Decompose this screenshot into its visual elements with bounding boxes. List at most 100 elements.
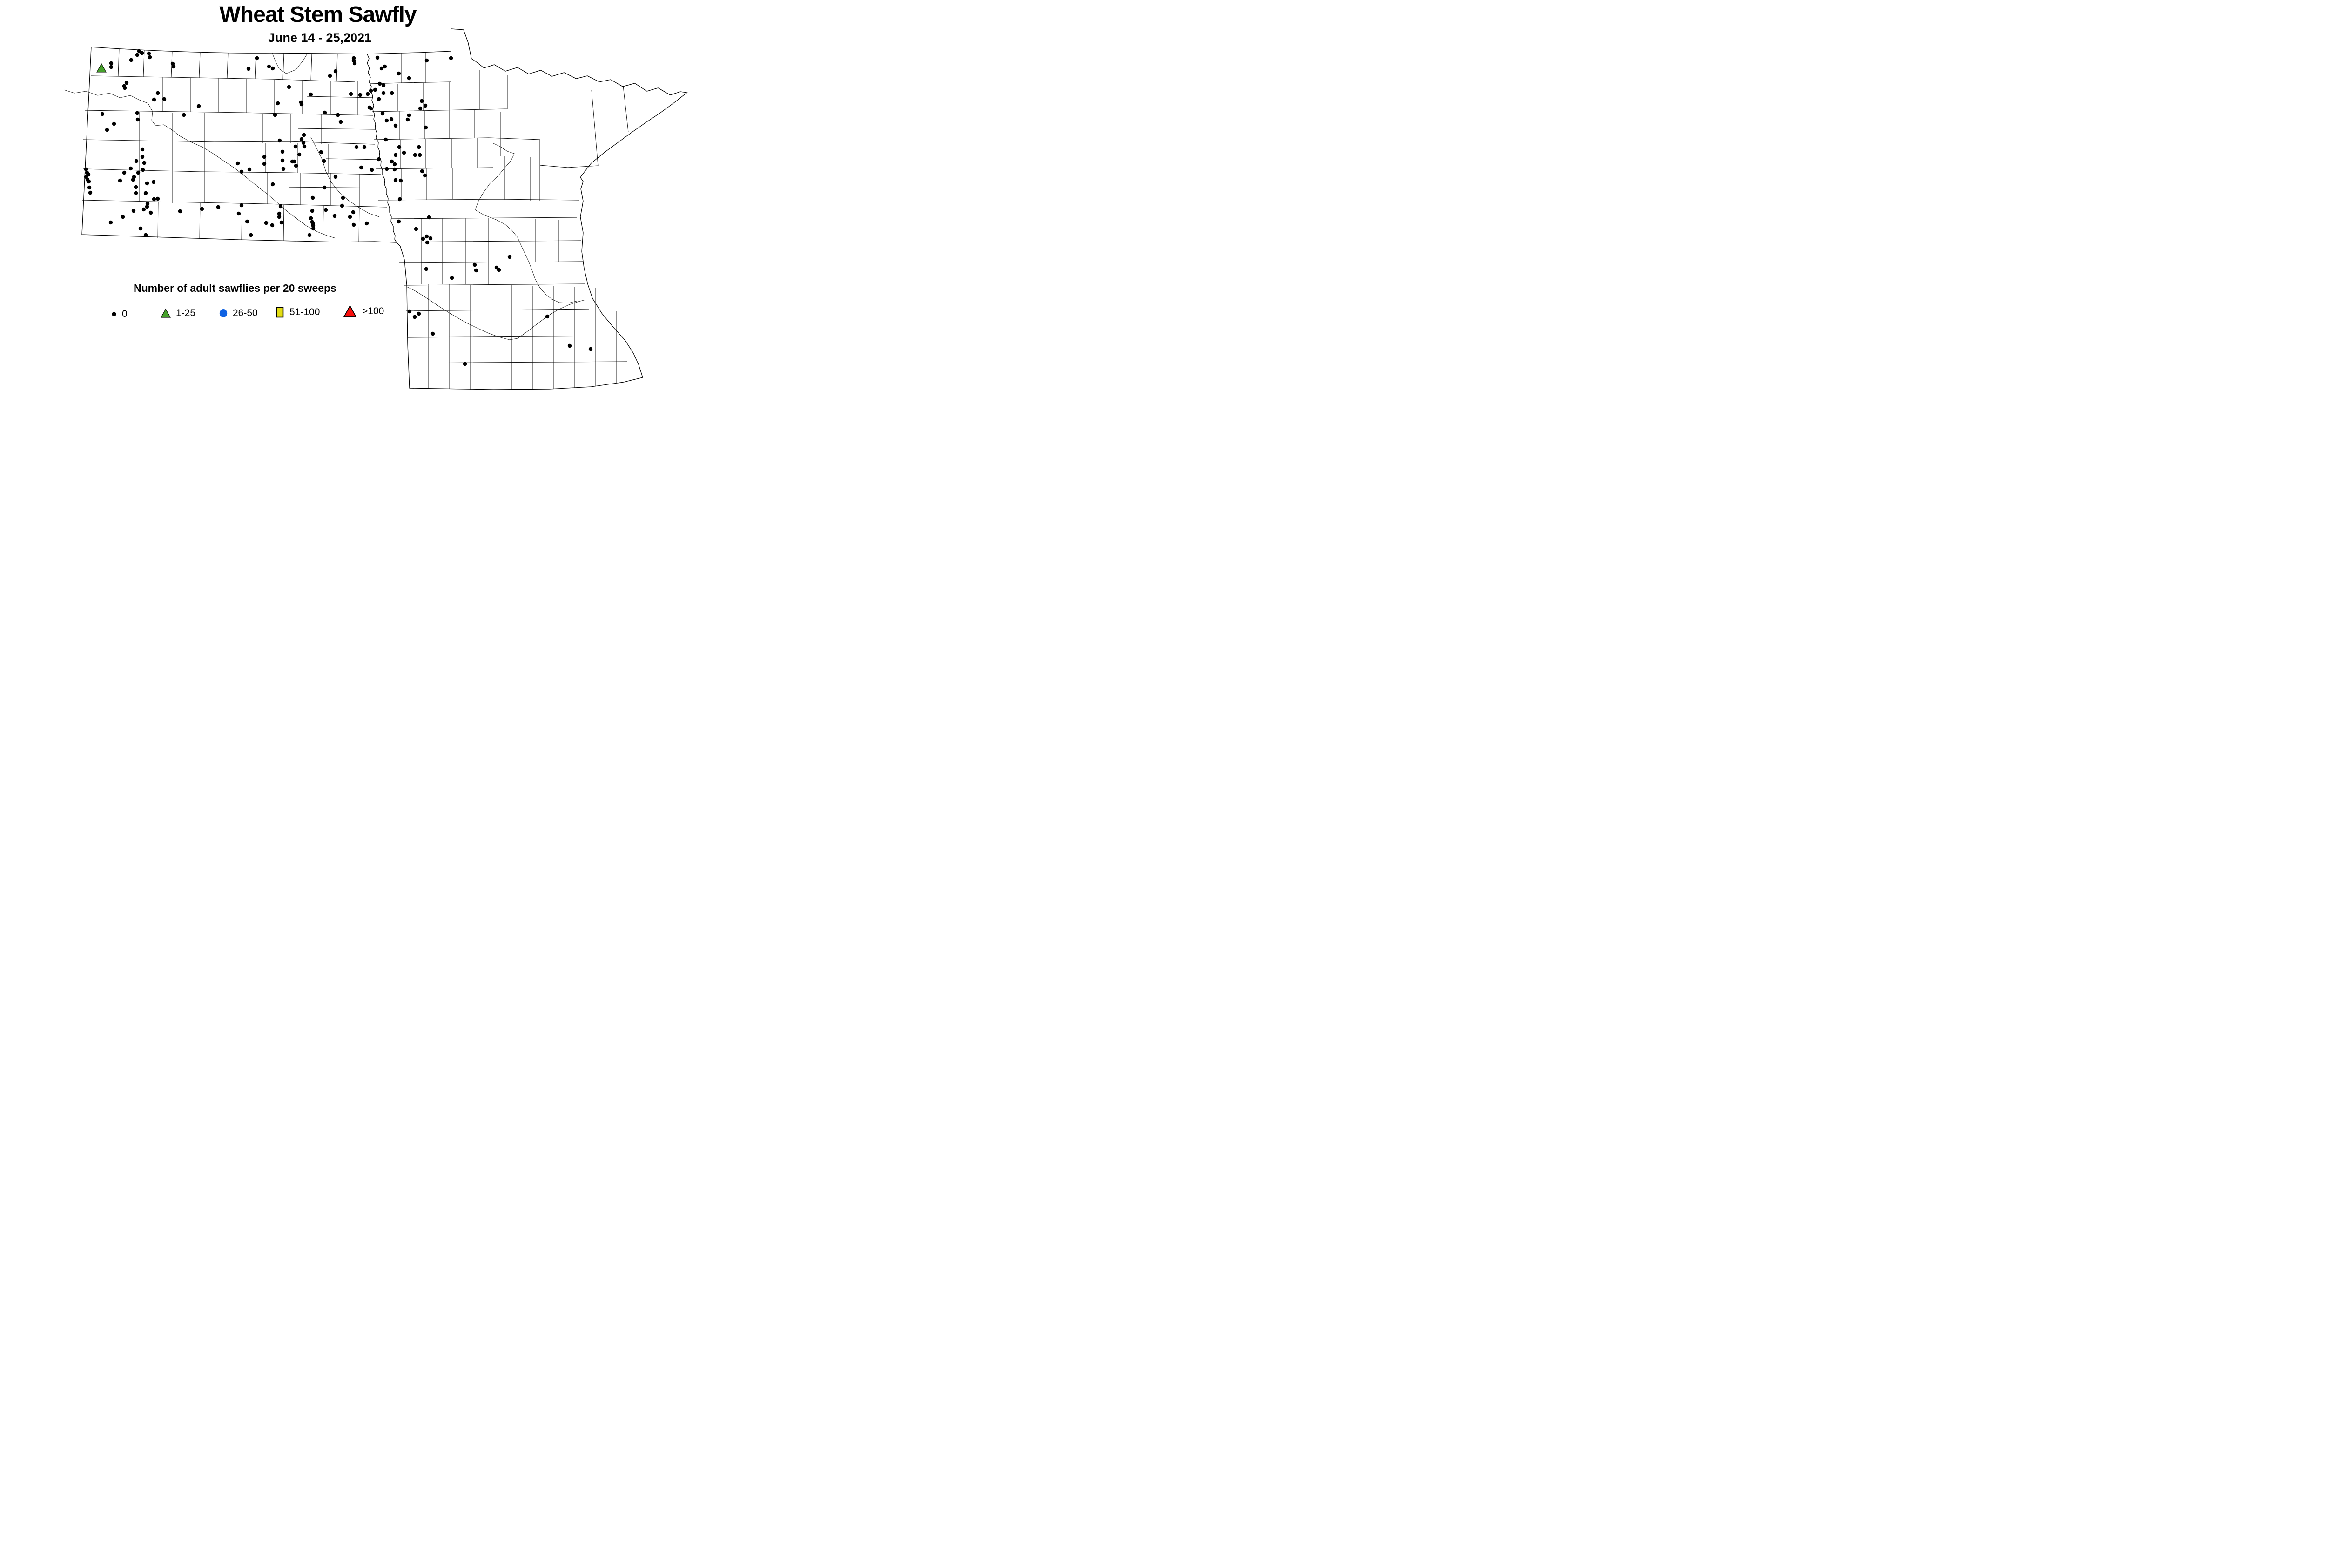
survey-point-dot	[131, 209, 136, 213]
survey-point-dot	[249, 233, 253, 237]
survey-point-dot	[255, 56, 259, 61]
survey-point-dot	[297, 152, 302, 157]
survey-point-dot	[273, 113, 277, 117]
survey-point-dot	[277, 215, 282, 219]
survey-point-dot	[398, 178, 403, 183]
survey-point-dot	[140, 147, 145, 152]
survey-point-dot	[364, 221, 369, 226]
survey-point-dot	[239, 169, 244, 174]
north-dakota-county-lines	[82, 48, 388, 242]
green-triangle-icon	[160, 308, 171, 318]
legend-item-over-100: >100	[343, 303, 384, 320]
survey-point-dot	[383, 64, 387, 69]
survey-point-dot	[87, 185, 92, 190]
survey-point-dot	[381, 91, 386, 95]
survey-point-dot	[450, 276, 454, 280]
legend-item-0: 0	[111, 306, 128, 323]
survey-point-dot	[421, 236, 425, 241]
survey-point-dot	[143, 191, 148, 195]
survey-point-dot	[417, 153, 422, 157]
survey-point-dot	[280, 158, 285, 163]
survey-point-dot	[236, 211, 241, 216]
survey-point-dot	[369, 88, 373, 93]
survey-point-dot	[430, 331, 435, 336]
survey-point-dot	[311, 226, 316, 231]
survey-point-dot	[262, 155, 267, 159]
survey-point-dot	[358, 93, 363, 97]
survey-point-dot	[362, 145, 367, 149]
survey-point-dot	[140, 51, 144, 55]
survey-point-dot	[323, 110, 327, 115]
survey-point-dot	[264, 221, 269, 225]
survey-point-dot	[375, 55, 380, 60]
minnesota-county-lines	[370, 52, 629, 390]
legend-label-0: 0	[122, 309, 128, 319]
survey-point-dot	[122, 170, 127, 175]
survey-point-dot	[145, 181, 149, 186]
survey-point-dot	[336, 113, 340, 117]
survey-point-dot	[567, 343, 572, 348]
survey-point-dot	[351, 210, 356, 215]
survey-point-dot	[377, 81, 382, 86]
survey-point-dot	[88, 190, 93, 195]
survey-point-dot	[147, 51, 151, 56]
survey-point-dot	[299, 137, 304, 141]
survey-point-dot	[178, 209, 182, 214]
survey-point-dot	[474, 268, 478, 273]
survey-point-dot	[118, 178, 122, 183]
map-page: Wheat Stem Sawfly June 14 - 25,2021 Numb…	[0, 0, 751, 392]
survey-point-dot	[171, 64, 176, 69]
minnesota-outline	[367, 28, 688, 390]
survey-point-dot	[129, 58, 134, 62]
survey-point-dot	[247, 167, 252, 172]
survey-point-dot	[319, 150, 323, 155]
survey-point-dot	[392, 162, 397, 167]
survey-point-dot	[134, 191, 138, 195]
survey-point-dot	[216, 205, 221, 209]
survey-point-dot	[310, 209, 315, 213]
survey-point-dot	[332, 214, 337, 218]
survey-point-dot	[417, 145, 421, 149]
survey-point-dot	[333, 175, 338, 179]
survey-point-dot	[407, 309, 412, 314]
survey-point-dot	[100, 112, 105, 116]
survey-point-dot	[412, 315, 417, 319]
survey-point-dot	[148, 55, 152, 60]
legend-item-1-25: 1-25	[160, 305, 195, 322]
survey-point-dot	[309, 216, 313, 221]
survey-point-dot	[200, 207, 204, 211]
survey-point-dot	[155, 196, 160, 201]
survey-point-dot	[141, 168, 145, 172]
survey-point-dot	[379, 66, 384, 71]
survey-point-dot	[152, 97, 156, 102]
yellow-square-icon	[276, 307, 284, 318]
survey-point-dot	[333, 69, 338, 74]
survey-point-dot	[302, 144, 307, 149]
survey-point-dot	[351, 222, 356, 227]
survey-point-dot	[145, 204, 149, 209]
survey-point-dot	[322, 159, 326, 163]
survey-point-dot	[292, 159, 296, 164]
survey-point-dot	[377, 157, 381, 162]
survey-point-dot	[423, 173, 427, 178]
survey-point-dot	[497, 268, 501, 272]
survey-point-dot	[338, 120, 343, 124]
county-map	[63, 28, 688, 390]
survey-point-dot	[105, 128, 109, 132]
survey-point-dot	[370, 168, 374, 172]
survey-point-dot	[134, 185, 138, 189]
survey-point-dot	[418, 106, 423, 111]
legend-item-51-100: 51-100	[276, 304, 320, 321]
survey-point-dot	[136, 170, 141, 175]
survey-point-dot	[322, 185, 327, 190]
survey-point-dot	[151, 180, 156, 184]
survey-point-dot	[428, 236, 433, 241]
survey-point-dot	[393, 178, 398, 182]
survey-point-dot	[507, 255, 512, 259]
survey-point-dot	[277, 211, 282, 216]
legend-label-26-50: 26-50	[233, 308, 258, 318]
survey-point-dot	[381, 83, 386, 87]
survey-point-dot	[135, 53, 140, 57]
survey-point-dot	[390, 91, 394, 95]
survey-point-dot	[380, 111, 385, 116]
